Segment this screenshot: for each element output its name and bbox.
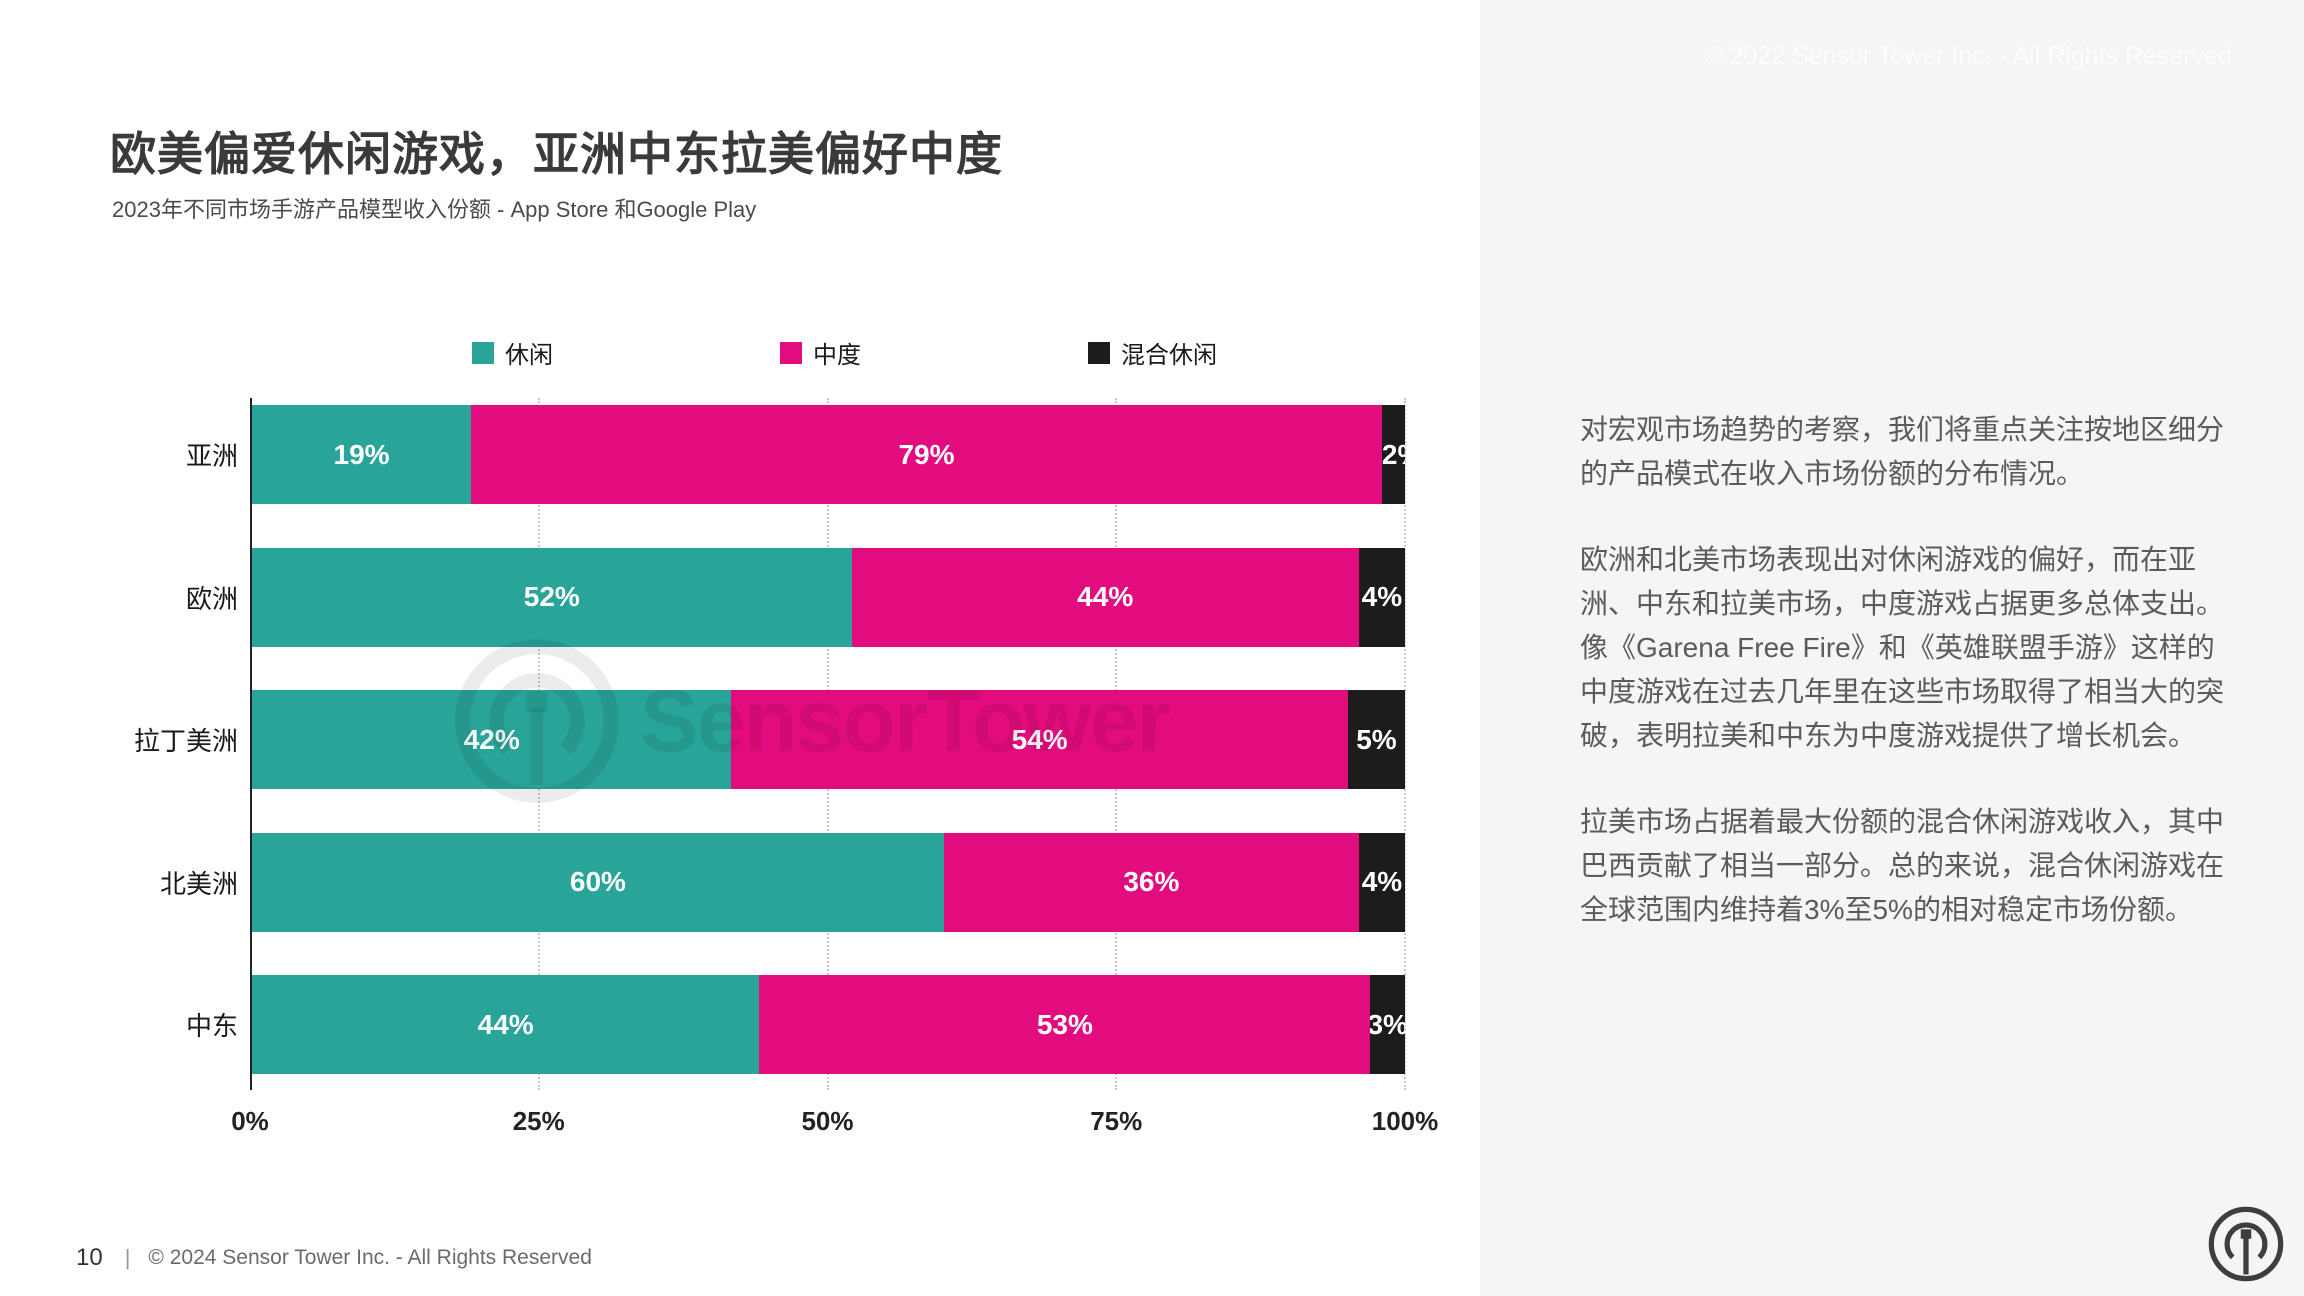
commentary-paragraph: 欧洲和北美市场表现出对休闲游戏的偏好，而在亚洲、中东和拉美市场，中度游戏占据更多… <box>1580 544 2225 751</box>
bar-value-label: 54% <box>1011 723 1068 755</box>
x-axis-tick-label: 50% <box>801 1106 854 1136</box>
y-axis-label: 北美洲 <box>159 868 238 899</box>
legend-item: 休闲 <box>472 335 780 370</box>
bar-value-label: 4% <box>1361 866 1403 897</box>
y-axis-line <box>250 398 252 1090</box>
x-axis-tick-label: 25% <box>512 1106 565 1136</box>
bar-value-label: 19% <box>333 438 390 470</box>
sensor-tower-logo-icon <box>2208 1206 2284 1282</box>
bar-segment: 42% <box>252 690 732 789</box>
bar-segment: 36% <box>943 832 1359 932</box>
bar-segment: 2% <box>1381 405 1405 504</box>
top-copyright-text: © 2022 Sensor Tower Inc. - All Rights Re… <box>1704 42 2232 70</box>
grid-line <box>1404 398 1406 1090</box>
bar-segment: 53% <box>759 975 1371 1074</box>
footer-divider: | <box>124 1245 131 1270</box>
commentary-paragraph: 对宏观市场趋势的考察，我们将重点关注按地区细分的产品模式在收入市场份额的分布情况… <box>1580 414 2225 489</box>
bar-row: 19% 79% 2% <box>252 405 1405 504</box>
footer: 10 | © 2024 Sensor Tower Inc. - All Righ… <box>76 1244 592 1272</box>
legend-swatch <box>780 341 802 364</box>
bar-value-label: 52% <box>523 581 580 612</box>
bar-row: 44% 53% 3% <box>252 975 1405 1074</box>
x-axis-tick-label: 75% <box>1090 1106 1143 1136</box>
bar-value-label: 36% <box>1123 866 1180 897</box>
page-subtitle: 2023年不同市场手游产品模型收入份额 - App Store 和Google … <box>112 197 757 222</box>
bar-value-label: 60% <box>569 866 626 897</box>
page-title: 欧美偏爱休闲游戏，亚洲中东拉美偏好中度 <box>110 128 1003 180</box>
commentary-paragraph: 拉美市场占据着最大份额的混合休闲游戏收入，其中巴西贡献了相当一部分。总的来说，混… <box>1580 806 2225 925</box>
bar-segment: 44% <box>252 975 760 1074</box>
x-axis-tick-label: 100% <box>1371 1106 1439 1136</box>
y-axis-label: 亚洲 <box>185 441 238 471</box>
bar-value-label: 3% <box>1370 1008 1405 1040</box>
footer-copyright: © 2024 Sensor Tower Inc. - All Rights Re… <box>148 1246 592 1269</box>
y-axis-labels: 亚洲欧洲拉丁美洲北美洲中东 <box>0 398 238 1090</box>
bar-segment: 60% <box>252 832 944 932</box>
bar-segment: 44% <box>851 547 1359 647</box>
bar-segment: 79% <box>471 405 1382 504</box>
bar-value-label: 79% <box>898 438 955 470</box>
y-axis-label: 欧洲 <box>185 583 238 614</box>
bar-value-label: 2% <box>1381 438 1405 470</box>
bar-segment: 4% <box>1358 547 1405 647</box>
bar-value-label: 42% <box>463 723 520 755</box>
bar-segment: 52% <box>252 547 852 647</box>
y-axis-label: 拉丁美洲 <box>133 726 238 756</box>
page-number: 10 <box>76 1244 103 1271</box>
y-axis-label: 中东 <box>185 1011 238 1041</box>
legend-item: 中度 <box>780 335 1088 370</box>
bar-value-label: 44% <box>477 1008 534 1040</box>
legend-item: 混合休闲 <box>1088 335 1396 370</box>
bar-value-label: 4% <box>1361 581 1403 612</box>
legend-label: 休闲 <box>505 342 553 369</box>
bar-segment: 3% <box>1370 975 1405 1074</box>
right-commentary-panel <box>1480 0 2304 1296</box>
legend-swatch <box>1088 341 1110 364</box>
bar-segment: 19% <box>252 405 472 504</box>
chart-legend: 休闲 中度 混合休闲 <box>472 335 1396 370</box>
bar-row: 60% 36% 4% <box>252 832 1405 932</box>
commentary-text-block: 对宏观市场趋势的考察，我们将重点关注按地区细分的产品模式在收入市场份额的分布情况… <box>1580 408 2240 974</box>
bar-segment: 54% <box>731 690 1348 789</box>
x-axis-ticks: 0% 25% 50% 75% 100% <box>231 1106 1438 1146</box>
stacked-bar-chart: 19% 79% 2% 52% 44% 4% 42% 54% 5% 60% 36% 4% 44% 53% 3% <box>250 398 1406 1090</box>
bar-segment: 5% <box>1347 690 1405 789</box>
legend-swatch <box>472 341 494 364</box>
legend-label: 混合休闲 <box>1121 342 1217 369</box>
bar-value-label: 5% <box>1356 723 1397 755</box>
bar-value-label: 53% <box>1036 1008 1093 1040</box>
bar-value-label: 44% <box>1077 581 1134 612</box>
bar-row: 52% 44% 4% <box>252 547 1405 647</box>
bar-row: 42% 54% 5% <box>252 690 1405 789</box>
legend-label: 中度 <box>813 342 861 369</box>
x-axis-tick-label: 0% <box>231 1106 269 1136</box>
bar-segment: 4% <box>1358 832 1405 932</box>
